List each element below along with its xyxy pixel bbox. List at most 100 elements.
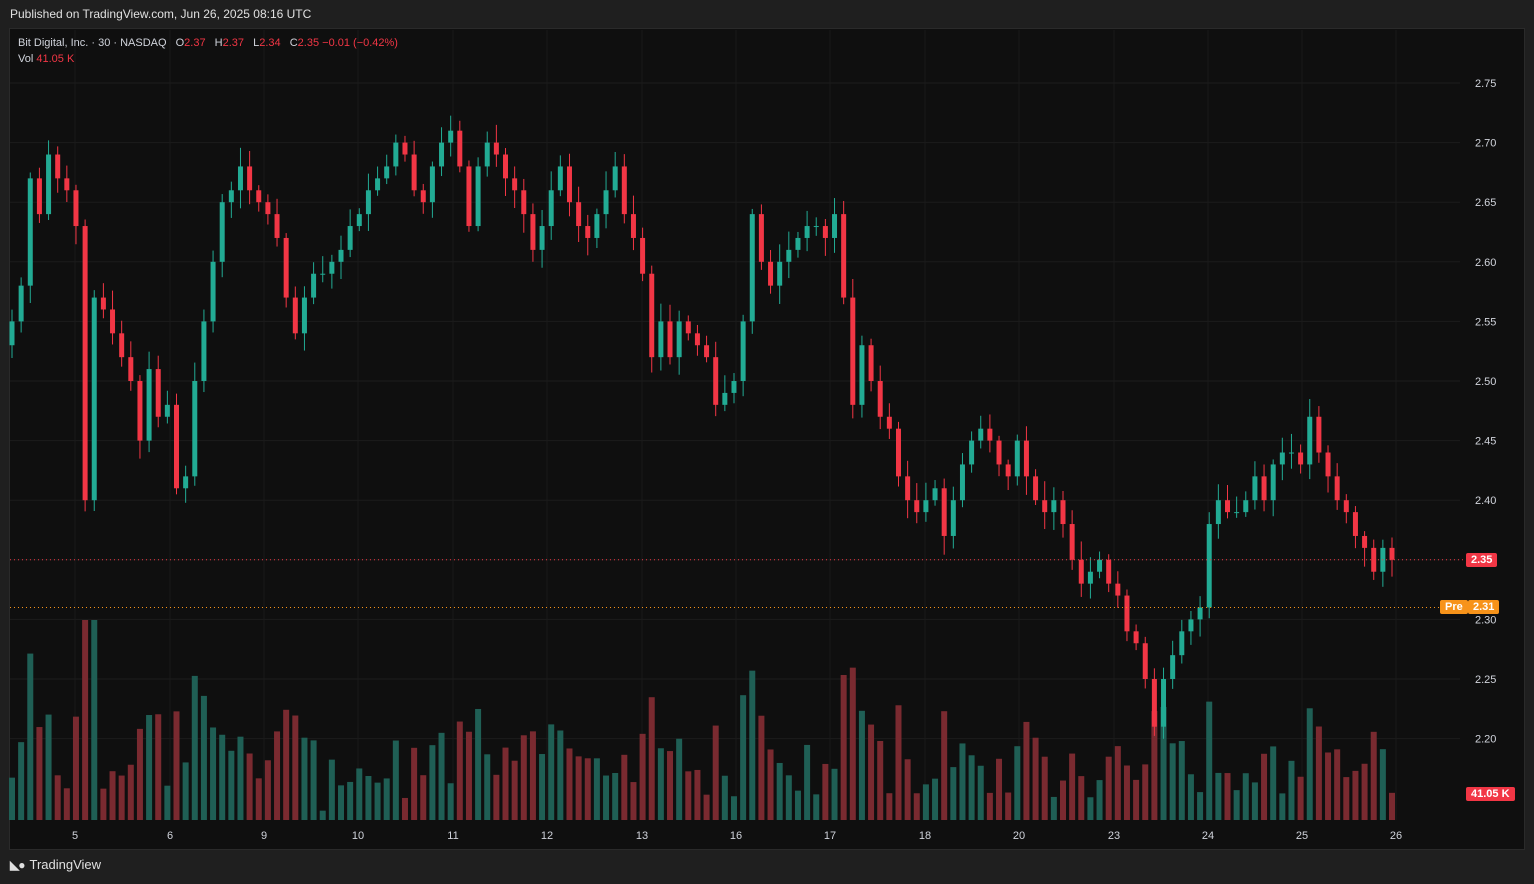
candle-body xyxy=(905,476,911,501)
candle-body xyxy=(1078,559,1084,584)
volume-bar xyxy=(328,759,335,820)
volume-bar xyxy=(685,771,692,820)
y-tick-label: 2.75 xyxy=(1475,78,1496,90)
volume-bar xyxy=(520,735,527,820)
candle-body xyxy=(338,249,344,262)
volume-bar xyxy=(45,714,52,820)
volume-bar xyxy=(36,727,43,820)
top-bar: Published on TradingView.com, Jun 26, 20… xyxy=(0,0,1534,28)
candle-body xyxy=(1334,476,1340,501)
candle-body xyxy=(630,214,636,238)
volume-bar xyxy=(9,777,15,820)
x-tick-label: 5 xyxy=(72,830,78,842)
candle-body xyxy=(283,237,289,298)
volume-bar xyxy=(1105,756,1112,820)
candle-body xyxy=(439,142,445,167)
candle-body xyxy=(859,345,865,405)
volume-bar xyxy=(1270,746,1277,820)
volume-bar xyxy=(292,715,299,820)
volume-bar xyxy=(1224,773,1231,820)
volume-bar xyxy=(356,768,363,820)
candle-body xyxy=(1033,476,1039,501)
x-tick-label: 9 xyxy=(261,830,267,842)
volume-bar xyxy=(941,711,948,820)
candle-body xyxy=(55,154,61,179)
candle-body xyxy=(210,261,216,322)
candle-body xyxy=(411,154,417,191)
volume-bar xyxy=(849,667,856,820)
volume-bar xyxy=(511,760,518,820)
x-tick-label: 26 xyxy=(1390,830,1402,842)
candle-body xyxy=(786,249,792,262)
candle-body xyxy=(402,142,408,155)
volume-bar xyxy=(1078,776,1085,820)
candle-body xyxy=(1298,452,1304,465)
candle-body xyxy=(832,214,838,238)
volume-bar xyxy=(868,724,875,820)
volume-bar xyxy=(1343,777,1350,820)
volume-bar xyxy=(721,775,728,820)
volume-bar xyxy=(593,758,600,820)
volume-bar xyxy=(1279,793,1286,820)
legend-h: 2.37 xyxy=(222,37,245,49)
candle-body xyxy=(247,166,253,191)
volume-bar xyxy=(932,778,939,820)
candle-body xyxy=(1106,559,1112,584)
volume-bar xyxy=(694,769,701,820)
candle-body xyxy=(777,261,783,286)
candle-body xyxy=(566,166,572,203)
volume-bar xyxy=(1288,760,1295,820)
candle-body xyxy=(420,190,426,203)
volume-bar xyxy=(603,775,610,820)
candle-body xyxy=(1270,464,1276,501)
candle-body xyxy=(1115,583,1121,596)
candle-body xyxy=(192,381,198,477)
volume-bar xyxy=(1242,773,1249,820)
candle-body xyxy=(375,178,381,191)
volume-bar xyxy=(347,781,354,820)
candle-body xyxy=(320,273,326,275)
volume-bar xyxy=(182,762,189,820)
volume-bar xyxy=(648,697,655,820)
volume-bar xyxy=(548,724,555,820)
candle-body xyxy=(1288,452,1294,454)
volume-bar xyxy=(959,743,966,820)
candle-body xyxy=(969,440,975,465)
candle-body xyxy=(329,261,335,274)
volume-bar xyxy=(529,731,536,820)
candle-body xyxy=(64,178,70,191)
candle-body xyxy=(393,142,399,167)
volume-bar xyxy=(566,748,573,820)
candle-body xyxy=(923,500,929,513)
candle-body xyxy=(493,142,499,155)
candle-body xyxy=(585,226,591,238)
candle-body xyxy=(914,500,920,513)
volume-bar xyxy=(1206,701,1213,820)
y-tick-label: 2.40 xyxy=(1475,495,1496,507)
chart-frame[interactable] xyxy=(9,28,1525,850)
volume-bar xyxy=(438,732,445,820)
volume-bar xyxy=(392,740,399,820)
volume-bar xyxy=(18,742,25,820)
candle-body xyxy=(100,297,106,310)
volume-bar xyxy=(1059,780,1066,820)
candle-body xyxy=(557,166,563,191)
candle-body xyxy=(301,297,307,334)
volume-bar xyxy=(319,810,326,820)
volume-bar xyxy=(1169,743,1176,820)
y-tick-label: 2.25 xyxy=(1475,674,1496,686)
candle-body xyxy=(895,428,901,477)
x-tick-label: 13 xyxy=(636,830,648,842)
candle-body xyxy=(603,190,609,215)
x-tick-label: 24 xyxy=(1202,830,1214,842)
candle-body xyxy=(274,214,280,238)
candle-body xyxy=(640,237,646,274)
volume-bar xyxy=(749,670,756,820)
candle-body xyxy=(621,166,627,215)
y-tick-label: 2.45 xyxy=(1475,436,1496,448)
volume-bar xyxy=(895,705,902,820)
volume-bar xyxy=(164,785,171,820)
volume-bar xyxy=(840,675,847,820)
candle-body xyxy=(356,214,362,227)
